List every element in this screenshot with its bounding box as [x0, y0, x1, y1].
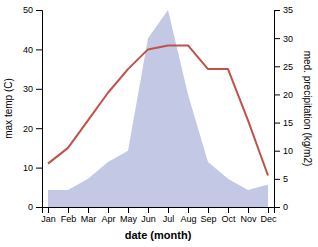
tick: 20 — [23, 124, 42, 134]
tick: Jul — [163, 207, 175, 224]
tick: Mar — [81, 207, 97, 224]
tick-label: 30 — [283, 34, 293, 44]
tick-mark — [36, 89, 42, 90]
y2-axis: 0 5 10 15 20 25 30 35 — [274, 5, 293, 212]
tick: 30 — [23, 84, 42, 94]
tick-mark — [36, 10, 42, 11]
tick-mark — [68, 207, 69, 213]
chart: Jan Feb Mar Apr MayJun Jul Aug Sep Oct NovDec 0 10 2… — [0, 0, 318, 247]
tick-mark — [274, 123, 280, 124]
axis-line — [275, 11, 281, 208]
tick-mark — [268, 207, 269, 213]
tick: 0 — [274, 202, 288, 212]
tick: 50 — [23, 5, 42, 15]
tick: Sep — [200, 207, 216, 224]
tick: May — [120, 207, 138, 224]
tick: Nov — [240, 207, 257, 224]
tick: 40 — [23, 45, 42, 55]
x-axis: Jan Feb Mar Apr MayJun Jul Aug Sep Oct NovDec — [41, 207, 277, 224]
tick-mark — [36, 49, 42, 50]
line — [48, 45, 268, 175]
tick: Dec — [260, 207, 277, 224]
x-axis-title: date (month) — [125, 229, 192, 241]
axis-line — [36, 11, 43, 208]
tick-label: 5 — [283, 174, 288, 184]
tick-mark — [108, 207, 109, 213]
tick-mark — [274, 151, 280, 152]
tick-mark — [274, 66, 280, 67]
tick: Jun — [141, 207, 156, 224]
tick-label: 40 — [23, 45, 33, 55]
tick-mark — [36, 207, 42, 208]
tick: 25 — [274, 62, 293, 72]
tick-label: 10 — [283, 146, 293, 156]
tick-label: 0 — [28, 202, 33, 212]
tick-mark — [274, 94, 280, 95]
tick-mark — [36, 128, 42, 129]
tick-label: 30 — [23, 84, 33, 94]
tick: Aug — [180, 207, 196, 224]
tick-label: Dec — [260, 214, 277, 224]
tick-label: Jun — [141, 214, 156, 224]
tick-label: Mar — [81, 214, 97, 224]
tick: 30 — [274, 34, 293, 44]
tick-label: Apr — [101, 214, 115, 224]
tick-mark — [274, 207, 280, 208]
y-axis: 0 10 20 30 40 50 — [23, 5, 43, 212]
tick-mark — [274, 38, 280, 39]
tick-label: Jan — [41, 214, 56, 224]
tick: 5 — [274, 174, 288, 184]
tick-label: 15 — [283, 118, 293, 128]
tick-label: Oct — [221, 214, 236, 224]
tick-label: 35 — [283, 5, 293, 15]
tick: 10 — [274, 146, 293, 156]
axis-line — [43, 208, 275, 214]
tick: 20 — [274, 90, 293, 100]
tick-label: 20 — [283, 90, 293, 100]
tick-label: Jul — [163, 214, 175, 224]
tick-label: May — [120, 214, 138, 224]
tick-label: Nov — [240, 214, 257, 224]
tick-mark — [274, 179, 280, 180]
tick-mark — [188, 207, 189, 213]
tick: Jan — [41, 207, 56, 224]
marks — [48, 10, 268, 207]
tick-mark — [248, 207, 249, 213]
tick-label: 10 — [23, 163, 33, 173]
tick-label: Aug — [180, 214, 196, 224]
tick-mark — [148, 207, 149, 213]
tick-label: Sep — [200, 214, 216, 224]
tick-label: 25 — [283, 62, 293, 72]
tick-mark — [228, 207, 229, 213]
tick-mark — [36, 168, 42, 169]
tick-label: Feb — [61, 214, 77, 224]
tick: Apr — [101, 207, 115, 224]
tick-label: 0 — [283, 202, 288, 212]
tick-mark — [208, 207, 209, 213]
tick-mark — [128, 207, 129, 213]
y-axis-title: max temp (C) — [3, 78, 14, 139]
tick-label: 20 — [23, 124, 33, 134]
plot: Jan Feb Mar Apr MayJun Jul Aug Sep Oct NovDec 0 10 2… — [3, 5, 313, 241]
tick: 15 — [274, 118, 293, 128]
tick: 10 — [23, 163, 42, 173]
y2-axis-title: med. precipitation (kg/m2) — [302, 51, 313, 167]
area — [48, 10, 268, 207]
tick-label: 50 — [23, 5, 33, 15]
tick: 0 — [28, 202, 42, 212]
tick: Feb — [61, 207, 77, 224]
tick-mark — [274, 10, 280, 11]
tick: Oct — [221, 207, 236, 224]
tick-mark — [88, 207, 89, 213]
tick: 35 — [274, 5, 293, 15]
tick-mark — [48, 207, 49, 213]
tick-mark — [168, 207, 169, 213]
